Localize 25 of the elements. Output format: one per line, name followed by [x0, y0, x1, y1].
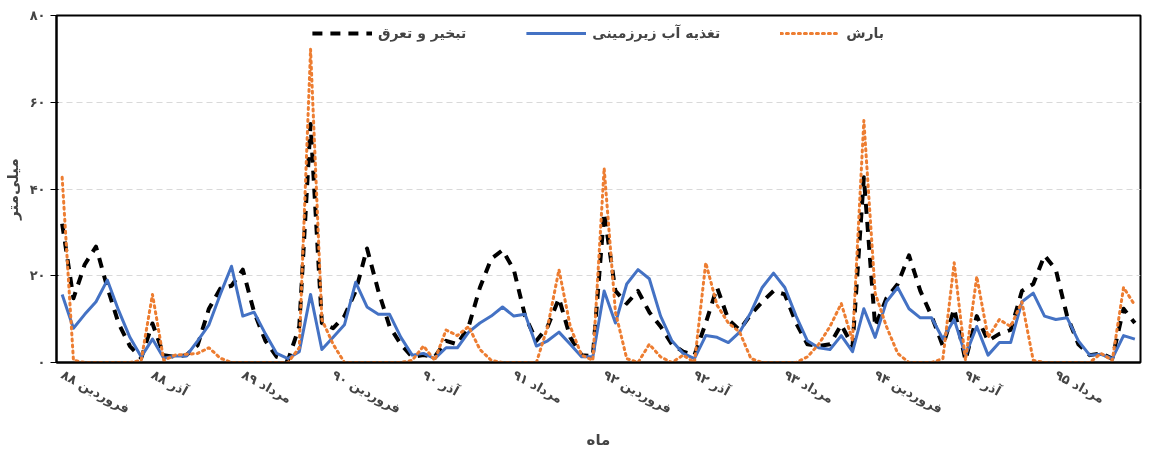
x-tick-label: فروردین ۹۰: [329, 366, 404, 417]
x-tick-label: آذر ۹۲: [690, 366, 734, 400]
line-series: [60, 47, 1137, 363]
line-series: [60, 264, 1137, 361]
y-tick-label: ۸۰: [29, 8, 46, 23]
legend-label: تغذیه آب زیرزمینی: [592, 25, 721, 41]
y-tick-label: ۰: [37, 355, 46, 370]
x-tick-label: مرداد ۸۹: [239, 366, 295, 407]
x-axis-title: ماه: [586, 431, 611, 450]
x-tick-label: فروردین ۹۴: [871, 366, 946, 417]
legend-label: بارش: [846, 25, 885, 41]
y-tick-label: ۶۰: [29, 94, 46, 110]
x-tick-label: آذر ۹۴: [961, 366, 1005, 400]
x-tick-label: مرداد ۹۵: [1052, 366, 1108, 407]
y-tick-label: ۲۰: [29, 268, 46, 284]
x-tick-label: فروردین ۹۲: [600, 366, 675, 417]
legend-label: تبخیر و تعرق: [377, 25, 467, 41]
x-tick-label: مرداد ۹۳: [781, 366, 837, 407]
x-tick-label: آذر ۹۰: [419, 366, 463, 400]
x-tick-label: آذر ۸۸: [148, 366, 192, 400]
x-tick-label: فروردین ۸۸: [58, 366, 133, 417]
x-tick-label: مرداد ۹۱: [510, 366, 566, 407]
y-tick-label: ۴۰: [29, 181, 46, 197]
line-series: [60, 121, 1137, 363]
y-axis-title: میلی‌متر: [3, 158, 22, 221]
